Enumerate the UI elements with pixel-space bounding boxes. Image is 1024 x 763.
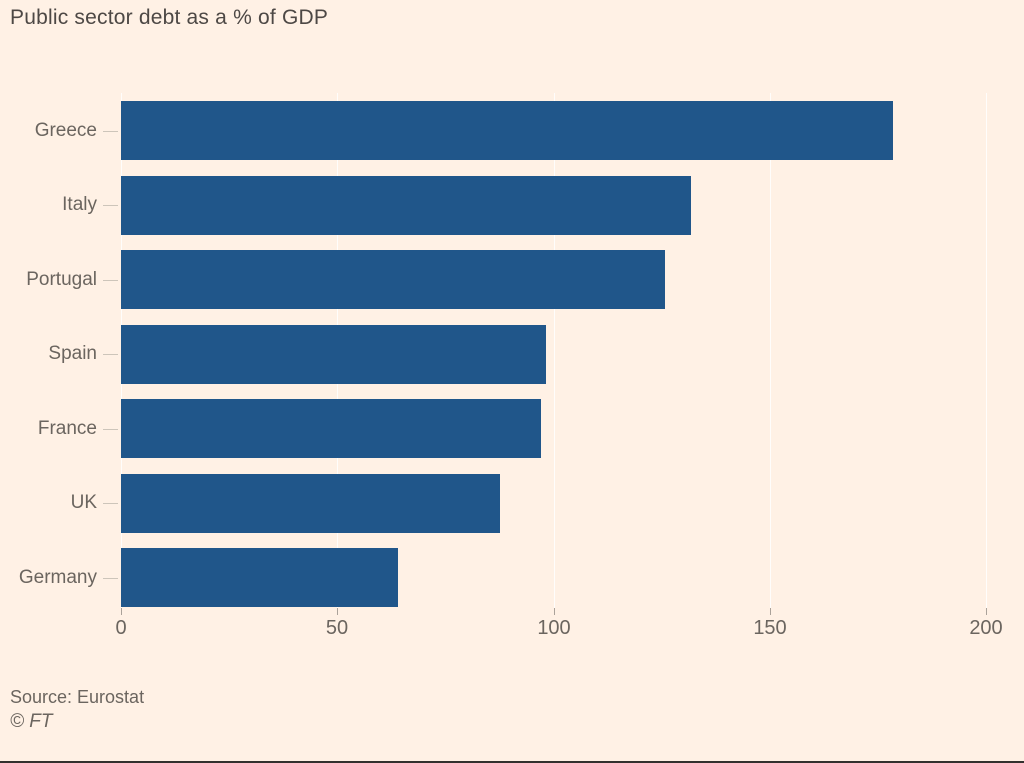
y-axis-label-greece: Greece	[34, 120, 97, 141]
y-tick-france	[103, 429, 118, 430]
x-tick-150	[770, 608, 771, 615]
y-axis-label-portugal: Portugal	[26, 269, 97, 290]
plot-area	[121, 93, 987, 608]
x-axis-label-0: 0	[115, 617, 127, 639]
source-note: Source: Eurostat	[10, 687, 145, 707]
y-tick-spain	[103, 354, 118, 355]
y-tick-portugal	[103, 280, 118, 281]
ft-credit: © FT	[10, 711, 53, 732]
x-axis-label-50: 50	[325, 617, 349, 639]
bottom-border	[0, 761, 1024, 763]
gridline-150	[770, 93, 771, 608]
y-tick-uk	[103, 503, 118, 504]
y-axis-label-france: France	[37, 418, 97, 439]
y-tick-greece	[103, 131, 118, 132]
y-axis-label-spain: Spain	[48, 343, 97, 364]
bar-italy	[121, 176, 691, 235]
x-tick-200	[986, 608, 987, 615]
bar-germany	[121, 548, 398, 607]
y-axis-label-uk: UK	[70, 492, 97, 513]
bar-spain	[121, 325, 546, 384]
x-tick-50	[337, 608, 338, 615]
gridline-100	[554, 93, 555, 608]
x-tick-0	[121, 608, 122, 615]
x-axis-label-150: 150	[753, 617, 787, 639]
y-tick-italy	[103, 205, 118, 206]
y-axis-label-germany: Germany	[18, 567, 97, 588]
gridline-200	[986, 93, 987, 608]
x-axis-label-100: 100	[537, 617, 571, 639]
chart-title: Public sector debt as a % of GDP	[10, 6, 329, 29]
bar-uk	[121, 474, 500, 533]
x-axis-label-200: 200	[969, 617, 1003, 639]
y-axis-label-italy: Italy	[62, 194, 97, 215]
x-tick-100	[554, 608, 555, 615]
bar-greece	[121, 101, 893, 160]
bar-france	[121, 399, 541, 458]
y-tick-germany	[103, 578, 118, 579]
bar-portugal	[121, 250, 665, 309]
